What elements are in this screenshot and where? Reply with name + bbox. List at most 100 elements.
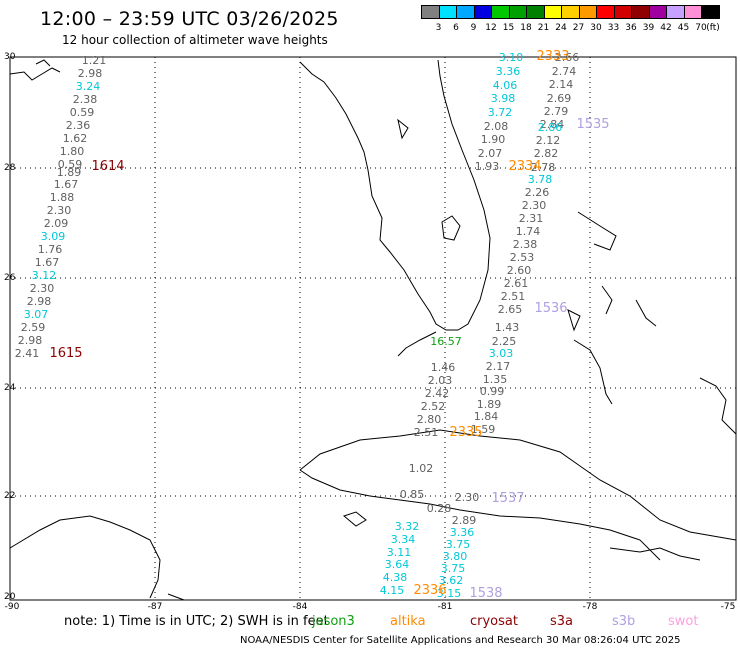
wave-height-label: 2.30 [454, 491, 480, 504]
credit-footer: NOAA/NESDIS Center for Satellite Applica… [240, 635, 681, 646]
wave-height-label: 2.38 [512, 238, 538, 251]
colorbar-tick: 36 [625, 23, 637, 33]
colorbar-tick: 30 [590, 23, 602, 33]
colorbar-tick: 9 [470, 23, 477, 33]
wave-height-label: 3.07 [23, 308, 49, 321]
colorbar-tick: 15 [502, 23, 515, 33]
coastlines [9, 59, 737, 601]
wave-height-label: 2.42 [424, 387, 450, 400]
wave-height-label: 0.99 [479, 385, 505, 398]
wave-height-label: 3.11 [386, 546, 412, 559]
colorbar-tick: 21 [537, 23, 550, 33]
wave-height-label: 3.75 [440, 562, 466, 575]
wave-height-label: 1.21 [81, 54, 107, 67]
wave-height-label: 1.89 [476, 398, 502, 411]
wave-height-label: 2.98 [17, 334, 43, 347]
wave-height-label: 3.64 [384, 558, 410, 571]
pass-id-label: 1538 [469, 586, 503, 601]
colorbar-tick: 12 [485, 23, 497, 33]
lat-label: 22 [4, 491, 16, 501]
wave-height-label: 2.26 [524, 186, 550, 199]
wave-height-label: 2.61 [503, 277, 529, 290]
lon-label: -81 [437, 602, 453, 612]
wave-height-label: 3.80 [442, 550, 468, 563]
wave-height-label: 2.03 [427, 374, 453, 387]
wave-height-label: 1.67 [53, 178, 79, 191]
wave-height-label: 2.36 [65, 119, 91, 132]
wave-height-label: 2.51 [413, 426, 439, 439]
wave-height-label: 1.59 [470, 423, 496, 436]
wave-height-label: 2.66 [554, 51, 580, 64]
satellite-legend-item: cryosat [470, 614, 518, 629]
wave-height-label: 0.28 [426, 502, 452, 515]
colorbar-tick: 70 [695, 23, 707, 33]
wave-height-label: 2.82 [533, 147, 559, 160]
pass-id-label: 2333 [536, 49, 570, 64]
wave-height-label: 1.89 [56, 166, 82, 179]
wave-height-label: 2.30 [46, 204, 72, 217]
wave-height-label: 3.72 [487, 106, 513, 119]
lon-label: -87 [147, 602, 163, 612]
wave-height-label: 2.79 [543, 105, 569, 118]
wave-height-label: 2.25 [491, 335, 517, 348]
wave-height-label: 2.07 [477, 147, 503, 160]
wave-height-label: 1.46 [430, 361, 456, 374]
pass-id-label: 2336 [413, 583, 447, 598]
wave-height-label: 3.36 [449, 526, 475, 539]
pass-id-label: 1535 [576, 117, 610, 132]
wave-height-label: 16.57 [430, 335, 462, 348]
wave-height-label: 3.75 [445, 538, 471, 551]
units-note: note: 1) Time is in UTC; 2) SWH is in fe… [64, 614, 329, 629]
pass-id-label: 2334 [508, 159, 542, 174]
wave-height-label: 2.09 [43, 217, 69, 230]
wave-height-label: 1.93 [474, 160, 500, 173]
colorbar-swatch [701, 5, 720, 19]
wave-height-label: 2.84 [539, 118, 565, 131]
wave-height-label: 1.02 [408, 462, 434, 475]
wave-height-label: 3.24 [75, 80, 101, 93]
wave-height-label: 2.17 [485, 360, 511, 373]
wave-height-label: 2.30 [29, 282, 55, 295]
colorbar-tick: 6 [453, 23, 459, 33]
wave-height-label: 3.15 [436, 587, 462, 600]
satellite-legend-item: jason3 [312, 614, 355, 629]
wave-height-label: 2.86 [537, 121, 563, 134]
wave-height-label: 3.62 [438, 574, 464, 587]
page-subtitle: 12 hour collection of altimeter wave hei… [62, 33, 328, 47]
wave-height-label: 3.98 [490, 92, 516, 105]
colorbar-tick: 39 [642, 23, 655, 33]
wave-height-label: 4.06 [492, 79, 518, 92]
colorbar-tick: 33 [607, 23, 620, 33]
wave-height-label: 1.35 [482, 373, 508, 386]
satellite-legend-item: swot [668, 614, 699, 629]
pass-id-label: 1536 [534, 301, 568, 316]
satellite-legend-item: altika [390, 614, 426, 629]
wave-height-label: 2.14 [548, 78, 574, 91]
colorbar-tick: 45 [677, 23, 690, 33]
wave-height-label: 2.51 [500, 290, 526, 303]
wave-height-label: 1.90 [480, 133, 506, 146]
wave-height-label: 1.80 [59, 145, 85, 158]
wave-height-label: 2.53 [509, 251, 535, 264]
pass-id-label: 1537 [491, 491, 525, 506]
pass-id-label: 2335 [449, 425, 483, 440]
colorbar-tick: 3 [435, 23, 442, 33]
wave-height-label: 2.59 [20, 321, 46, 334]
pass-id-label: 1615 [49, 346, 83, 361]
wave-height-label: 1.67 [34, 256, 60, 269]
wave-height-label: 2.65 [497, 303, 523, 316]
wave-height-label: 1.88 [49, 191, 75, 204]
wave-height-label: 3.78 [527, 173, 553, 186]
page-title: 12:00 – 23:59 UTC 03/26/2025 [40, 8, 339, 30]
wave-height-label: 4.38 [382, 571, 408, 584]
wave-height-label: 2.41 [14, 347, 40, 360]
colorbar-tick: 24 [555, 23, 567, 33]
colorbar-tick: 18 [520, 23, 532, 33]
lat-label: 30 [4, 52, 16, 62]
wave-height-label: 2.98 [77, 67, 103, 80]
wave-height-label: 3.32 [394, 520, 420, 533]
wave-height-label: 0.85 [399, 488, 425, 501]
wave-height-label: 0.59 [57, 158, 83, 171]
colorbar-tick: 27 [572, 23, 585, 33]
